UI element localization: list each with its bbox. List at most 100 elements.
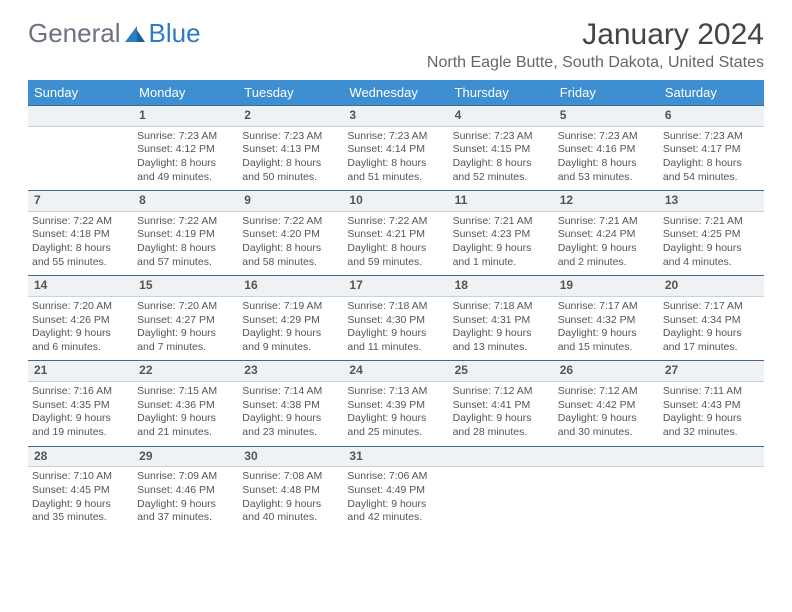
- sunset-text: Sunset: 4:31 PM: [453, 314, 550, 328]
- day2-text: and 25 minutes.: [347, 426, 444, 440]
- sunrise-text: Sunrise: 7:19 AM: [242, 300, 339, 314]
- sunset-text: Sunset: 4:29 PM: [242, 314, 339, 328]
- sunset-text: Sunset: 4:48 PM: [242, 484, 339, 498]
- day2-text: and 54 minutes.: [663, 171, 760, 185]
- day-number-cell: [659, 446, 764, 467]
- sunrise-text: Sunrise: 7:22 AM: [137, 215, 234, 229]
- day2-text: and 2 minutes.: [558, 256, 655, 270]
- day-content-row: Sunrise: 7:22 AMSunset: 4:18 PMDaylight:…: [28, 211, 764, 276]
- day1-text: Daylight: 8 hours: [242, 157, 339, 171]
- logo-triangle-icon: [125, 18, 147, 49]
- day-cell: Sunrise: 7:18 AMSunset: 4:30 PMDaylight:…: [343, 296, 448, 361]
- day-cell: Sunrise: 7:20 AMSunset: 4:26 PMDaylight:…: [28, 296, 133, 361]
- sunset-text: Sunset: 4:32 PM: [558, 314, 655, 328]
- page-header: General Blue January 2024 North Eagle Bu…: [28, 18, 764, 72]
- day1-text: Daylight: 9 hours: [32, 498, 129, 512]
- sunset-text: Sunset: 4:15 PM: [453, 143, 550, 157]
- day2-text: and 51 minutes.: [347, 171, 444, 185]
- sunset-text: Sunset: 4:24 PM: [558, 228, 655, 242]
- day-cell: [449, 467, 554, 531]
- sunrise-text: Sunrise: 7:11 AM: [663, 385, 760, 399]
- day2-text: and 15 minutes.: [558, 341, 655, 355]
- sunset-text: Sunset: 4:12 PM: [137, 143, 234, 157]
- sunset-text: Sunset: 4:14 PM: [347, 143, 444, 157]
- day-header: Thursday: [449, 80, 554, 106]
- day-content-row: Sunrise: 7:20 AMSunset: 4:26 PMDaylight:…: [28, 296, 764, 361]
- day2-text: and 53 minutes.: [558, 171, 655, 185]
- day-cell: Sunrise: 7:21 AMSunset: 4:24 PMDaylight:…: [554, 211, 659, 276]
- day-number-cell: 27: [659, 361, 764, 382]
- day-header: Sunday: [28, 80, 133, 106]
- day1-text: Daylight: 9 hours: [663, 412, 760, 426]
- day-number-cell: 4: [449, 106, 554, 127]
- day2-text: and 40 minutes.: [242, 511, 339, 525]
- day-number-cell: 8: [133, 191, 238, 212]
- day2-text: and 7 minutes.: [137, 341, 234, 355]
- day-cell: [28, 126, 133, 191]
- day-header: Saturday: [659, 80, 764, 106]
- sunrise-text: Sunrise: 7:18 AM: [347, 300, 444, 314]
- day-content-row: Sunrise: 7:23 AMSunset: 4:12 PMDaylight:…: [28, 126, 764, 191]
- sunrise-text: Sunrise: 7:23 AM: [663, 130, 760, 144]
- day-number-cell: 16: [238, 276, 343, 297]
- day-number-cell: 31: [343, 446, 448, 467]
- sunrise-text: Sunrise: 7:16 AM: [32, 385, 129, 399]
- day2-text: and 32 minutes.: [663, 426, 760, 440]
- day-number-cell: 10: [343, 191, 448, 212]
- day2-text: and 52 minutes.: [453, 171, 550, 185]
- day1-text: Daylight: 8 hours: [137, 157, 234, 171]
- day1-text: Daylight: 9 hours: [242, 327, 339, 341]
- day1-text: Daylight: 8 hours: [242, 242, 339, 256]
- day2-text: and 11 minutes.: [347, 341, 444, 355]
- logo-text-general: General: [28, 18, 121, 49]
- sunset-text: Sunset: 4:21 PM: [347, 228, 444, 242]
- day-number-cell: 24: [343, 361, 448, 382]
- day-header-row: Sunday Monday Tuesday Wednesday Thursday…: [28, 80, 764, 106]
- day-number-row: 78910111213: [28, 191, 764, 212]
- day-cell: Sunrise: 7:17 AMSunset: 4:34 PMDaylight:…: [659, 296, 764, 361]
- day1-text: Daylight: 9 hours: [32, 412, 129, 426]
- day2-text: and 28 minutes.: [453, 426, 550, 440]
- sunset-text: Sunset: 4:38 PM: [242, 399, 339, 413]
- day2-text: and 55 minutes.: [32, 256, 129, 270]
- sunrise-text: Sunrise: 7:15 AM: [137, 385, 234, 399]
- title-block: January 2024 North Eagle Butte, South Da…: [427, 18, 764, 72]
- sunset-text: Sunset: 4:39 PM: [347, 399, 444, 413]
- sunrise-text: Sunrise: 7:14 AM: [242, 385, 339, 399]
- day-cell: Sunrise: 7:06 AMSunset: 4:49 PMDaylight:…: [343, 467, 448, 531]
- day1-text: Daylight: 9 hours: [137, 498, 234, 512]
- day-number-cell: 25: [449, 361, 554, 382]
- day-cell: Sunrise: 7:08 AMSunset: 4:48 PMDaylight:…: [238, 467, 343, 531]
- day-cell: Sunrise: 7:20 AMSunset: 4:27 PMDaylight:…: [133, 296, 238, 361]
- sunset-text: Sunset: 4:27 PM: [137, 314, 234, 328]
- day-header: Wednesday: [343, 80, 448, 106]
- day-number-cell: 18: [449, 276, 554, 297]
- day-number-row: 21222324252627: [28, 361, 764, 382]
- calendar-table: Sunday Monday Tuesday Wednesday Thursday…: [28, 80, 764, 531]
- sunrise-text: Sunrise: 7:18 AM: [453, 300, 550, 314]
- day-cell: Sunrise: 7:13 AMSunset: 4:39 PMDaylight:…: [343, 382, 448, 447]
- sunset-text: Sunset: 4:20 PM: [242, 228, 339, 242]
- day1-text: Daylight: 9 hours: [558, 242, 655, 256]
- sunset-text: Sunset: 4:16 PM: [558, 143, 655, 157]
- day-cell: Sunrise: 7:23 AMSunset: 4:12 PMDaylight:…: [133, 126, 238, 191]
- day-number-cell: 17: [343, 276, 448, 297]
- day-number-cell: 6: [659, 106, 764, 127]
- day1-text: Daylight: 8 hours: [558, 157, 655, 171]
- day-number-cell: [554, 446, 659, 467]
- day2-text: and 1 minute.: [453, 256, 550, 270]
- day-number-cell: 21: [28, 361, 133, 382]
- day-number-cell: 13: [659, 191, 764, 212]
- day-number-cell: 23: [238, 361, 343, 382]
- sunrise-text: Sunrise: 7:23 AM: [558, 130, 655, 144]
- day2-text: and 23 minutes.: [242, 426, 339, 440]
- day-number-cell: 2: [238, 106, 343, 127]
- day-number-cell: 20: [659, 276, 764, 297]
- day1-text: Daylight: 9 hours: [663, 327, 760, 341]
- day2-text: and 30 minutes.: [558, 426, 655, 440]
- day2-text: and 13 minutes.: [453, 341, 550, 355]
- day1-text: Daylight: 9 hours: [242, 412, 339, 426]
- sunset-text: Sunset: 4:23 PM: [453, 228, 550, 242]
- day1-text: Daylight: 8 hours: [347, 242, 444, 256]
- day2-text: and 17 minutes.: [663, 341, 760, 355]
